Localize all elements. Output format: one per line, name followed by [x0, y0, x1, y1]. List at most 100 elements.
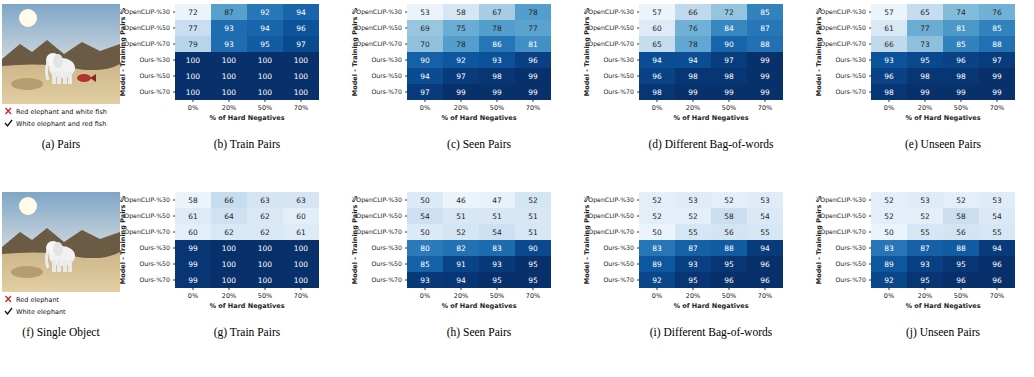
y-tick: Ours-%30 — [835, 56, 871, 63]
cell — [907, 224, 943, 240]
sky — [2, 4, 120, 104]
x-tick-label: 0% — [652, 292, 662, 300]
cell-label: 100 — [258, 276, 273, 285]
cell — [675, 256, 711, 272]
x-tick: 20% — [686, 288, 700, 300]
x-tick-label: 50% — [258, 104, 272, 112]
heatmap: 5253525352525854505556558387889489939596… — [583, 192, 783, 339]
x-axis-title: % of Hard Negatives — [673, 302, 748, 310]
cell — [175, 240, 211, 256]
cell-label: 94 — [420, 72, 430, 81]
cell — [871, 4, 907, 20]
x-axis-title: % of Hard Negatives — [209, 302, 284, 310]
cell — [515, 240, 551, 256]
cell — [247, 256, 283, 272]
cell-label: 67 — [492, 8, 502, 17]
y-tick-label: OpenCLIP-%50 — [820, 212, 866, 220]
cell — [407, 240, 443, 256]
y-tick-label: OpenCLIP-%70 — [820, 40, 866, 48]
x-tick-mark — [997, 288, 998, 290]
x-tick: 20% — [454, 288, 468, 300]
cell — [211, 224, 247, 240]
x-tick-mark — [193, 288, 194, 290]
cell-label: 52 — [688, 212, 698, 221]
cell — [443, 224, 479, 240]
cell — [979, 272, 1015, 288]
cell — [979, 192, 1015, 208]
y-tick: OpenCLIP-%50 — [588, 24, 639, 32]
x-tick: 20% — [222, 288, 236, 300]
caption: (f) Single Object — [22, 326, 100, 339]
x-axis: 0%20%50%70% — [652, 288, 772, 300]
cell-label: 100 — [294, 72, 309, 81]
y-axis: OpenCLIP-%30OpenCLIP-%50OpenCLIP-%70Ours… — [356, 196, 407, 283]
cell — [407, 256, 443, 272]
cell-label: 50 — [652, 228, 662, 237]
cell-label: 61 — [188, 212, 198, 221]
y-tick: Ours-%30 — [371, 56, 407, 63]
cell — [871, 192, 907, 208]
x-tick-mark — [693, 100, 694, 102]
cell — [175, 272, 211, 288]
cell-label: 56 — [724, 228, 734, 237]
y-tick: Ours-%70 — [835, 88, 871, 95]
cell — [747, 272, 783, 288]
y-tick-label: OpenCLIP-%50 — [820, 24, 866, 32]
cell — [979, 256, 1015, 272]
y-tick-mark — [869, 44, 871, 45]
caption: (g) Train Pairs — [214, 326, 281, 339]
y-tick-label: OpenCLIP-%30 — [356, 196, 402, 204]
cell — [675, 52, 711, 68]
y-tick-label: OpenCLIP-%30 — [820, 8, 866, 16]
cell — [711, 208, 747, 224]
cell — [175, 36, 211, 52]
x-tick-mark — [961, 288, 962, 290]
cell — [247, 4, 283, 20]
x-tick-label: 70% — [758, 292, 772, 300]
cross-icon — [6, 108, 12, 114]
x-tick-mark — [657, 288, 658, 290]
cell — [175, 84, 211, 100]
y-tick-mark — [869, 216, 871, 217]
x-tick-mark — [765, 100, 766, 102]
cell-label: 100 — [222, 72, 237, 81]
x-tick: 0% — [188, 100, 198, 112]
x-tick-label: 20% — [454, 292, 468, 300]
cell-label: 52 — [652, 212, 662, 221]
cell-label: 93 — [492, 260, 502, 269]
y-tick: Ours-%30 — [139, 56, 175, 63]
cell — [407, 84, 443, 100]
cell — [247, 84, 283, 100]
cell-label: 76 — [688, 24, 698, 33]
cell — [907, 52, 943, 68]
cell — [175, 68, 211, 84]
cells — [871, 4, 1015, 100]
cell — [175, 208, 211, 224]
x-tick: 70% — [294, 288, 308, 300]
y-axis: OpenCLIP-%30OpenCLIP-%50OpenCLIP-%70Ours… — [820, 196, 871, 283]
y-tick-mark — [405, 92, 407, 93]
y-tick-mark — [637, 44, 639, 45]
cell — [247, 272, 283, 288]
cell — [871, 224, 907, 240]
cell-label: 99 — [760, 72, 770, 81]
y-tick-mark — [637, 60, 639, 61]
cell — [283, 68, 319, 84]
cell-label: 98 — [688, 72, 698, 81]
x-tick-label: 0% — [884, 292, 894, 300]
x-tick-label: 70% — [294, 292, 308, 300]
cell — [515, 4, 551, 20]
heatmap: 5358677869757877707886819092939694979899… — [351, 4, 551, 151]
cell-labels: 5765747661778185667385889395969796989899… — [884, 8, 1002, 97]
cell — [283, 36, 319, 52]
sun — [19, 9, 37, 27]
rock — [11, 266, 43, 278]
x-tick-mark — [461, 100, 462, 102]
cell-label: 95 — [920, 276, 930, 285]
y-tick-label: OpenCLIP-%30 — [820, 196, 866, 204]
cell — [515, 52, 551, 68]
cell — [871, 52, 907, 68]
cell — [479, 4, 515, 20]
cell-label: 53 — [420, 8, 430, 17]
cell — [515, 256, 551, 272]
